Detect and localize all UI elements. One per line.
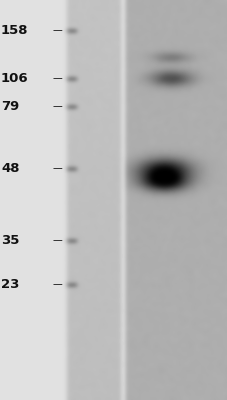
Text: 158: 158 [1,24,28,36]
Text: —: — [53,101,62,111]
Text: 106: 106 [1,72,29,84]
Text: 35: 35 [1,234,19,246]
Text: —: — [53,163,62,173]
Text: —: — [53,279,62,289]
Text: —: — [53,25,62,35]
Text: —: — [53,235,62,245]
Text: —: — [53,73,62,83]
Text: 48: 48 [1,162,20,174]
Text: 79: 79 [1,100,19,112]
Text: 23: 23 [1,278,19,290]
